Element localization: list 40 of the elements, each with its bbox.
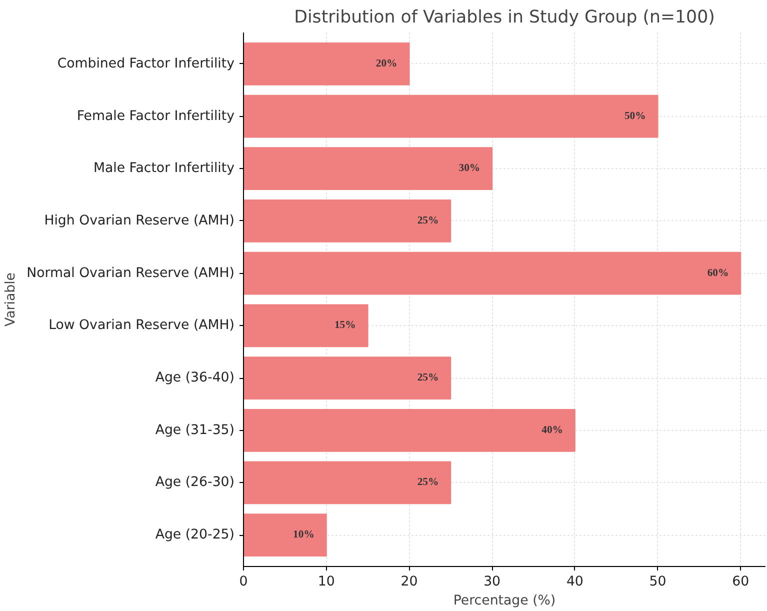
x-axis-title: Percentage (%) bbox=[453, 594, 556, 608]
x-tick-label: 30 bbox=[484, 574, 501, 590]
bar bbox=[244, 252, 742, 295]
data-label: 20% bbox=[376, 58, 398, 70]
data-label: 60% bbox=[707, 268, 729, 279]
y-tick-label: Normal Ovarian Reserve (AMH) bbox=[26, 266, 235, 281]
x-tick-label: 40 bbox=[566, 574, 584, 590]
y-tick-label: Male Factor Infertility bbox=[93, 161, 235, 176]
bar bbox=[244, 514, 327, 557]
y-tick-label: Age (20-25) bbox=[155, 528, 235, 543]
bar bbox=[244, 94, 658, 138]
y-tick-label: Age (36-40) bbox=[155, 370, 235, 386]
bar bbox=[244, 408, 576, 452]
data-label: 40% bbox=[542, 424, 563, 436]
y-tick-label: Age (26-30) bbox=[155, 475, 235, 490]
y-tick-label: High Ovarian Reserve (AMH) bbox=[44, 213, 234, 228]
bar bbox=[244, 147, 493, 190]
x-tick-label: 50 bbox=[649, 574, 666, 590]
data-label: 25% bbox=[417, 372, 439, 384]
x-tick-label: 0 bbox=[239, 574, 248, 590]
data-label: 50% bbox=[624, 110, 646, 122]
bar bbox=[244, 304, 368, 348]
x-tick-label: 10 bbox=[318, 574, 335, 590]
x-tick-label: 60 bbox=[732, 574, 750, 590]
data-label: 15% bbox=[334, 320, 356, 332]
chart-title: Distribution of Variables in Study Group (n=100) bbox=[294, 8, 715, 28]
data-label: 25% bbox=[417, 477, 439, 488]
bar bbox=[244, 200, 452, 242]
y-tick-label: Female Factor Infertility bbox=[76, 108, 235, 124]
bar bbox=[244, 42, 410, 86]
data-label: 10% bbox=[293, 530, 314, 541]
y-axis-title: Variable bbox=[4, 272, 19, 326]
bar bbox=[244, 356, 452, 400]
data-label: 25% bbox=[417, 215, 439, 226]
y-tick-label: Combined Factor Infertility bbox=[57, 56, 235, 72]
bar bbox=[244, 461, 452, 504]
x-tick-label: 20 bbox=[400, 574, 418, 590]
y-tick-label: Age (31-35) bbox=[155, 422, 235, 438]
y-tick-label: Low Ovarian Reserve (AMH) bbox=[48, 318, 235, 334]
data-label: 30% bbox=[458, 163, 480, 174]
